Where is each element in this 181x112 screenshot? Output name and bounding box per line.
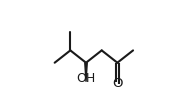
Polygon shape [85, 63, 87, 82]
Text: O: O [112, 77, 123, 90]
Text: OH: OH [76, 72, 96, 85]
